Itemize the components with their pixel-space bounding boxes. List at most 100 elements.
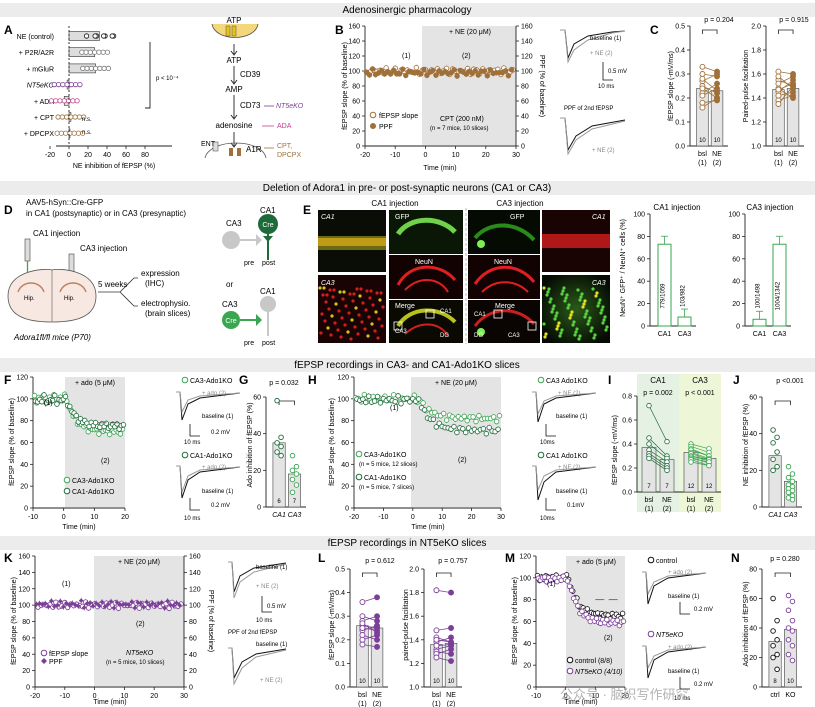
data-point <box>360 396 366 402</box>
x-tick-label: -10 <box>378 514 388 521</box>
cell-dot <box>568 316 572 320</box>
panel-e-chart2-title: CA3 injection <box>746 203 793 212</box>
data-point <box>770 595 776 602</box>
data-point <box>147 602 153 608</box>
adenosine-pathway: ATP ATP CD39 AMP CD73 NT5eKO adenosine A… <box>201 16 304 159</box>
panel-d-ephys: electrophysio. <box>141 299 190 308</box>
data-point <box>359 636 366 643</box>
panel-letter-c: C <box>650 23 659 37</box>
panel-m-drug: + ado (5 μM) <box>576 559 616 566</box>
panel-a-point <box>104 49 111 55</box>
data-point <box>421 407 428 413</box>
cell-dot <box>337 309 341 313</box>
data-point <box>508 66 515 73</box>
panel-f-yticks: 0 20 40 60 80 100 120 <box>16 375 33 513</box>
data-point <box>111 605 117 611</box>
y2-tick-label: 100 <box>521 69 533 76</box>
data-point <box>496 413 503 419</box>
y2-tick-label: 80 <box>189 619 197 626</box>
data-point <box>371 398 378 404</box>
panel-f-ado2: + ado (2) <box>202 465 226 471</box>
data-point <box>433 627 440 634</box>
panel-a-point <box>84 65 90 72</box>
y-tick-label: 20 <box>341 484 349 491</box>
panel-i-p2: p < 0.001 <box>685 390 714 397</box>
n-label: 7 <box>293 499 297 505</box>
cell-dot <box>320 312 324 316</box>
y-tick-label: 0.2 <box>675 96 685 103</box>
data-point <box>48 598 54 604</box>
x-category: CA1 <box>768 512 782 519</box>
data-point <box>433 72 439 78</box>
cell-dot <box>363 327 367 331</box>
data-point <box>359 625 366 631</box>
panel-m-base2: baseline (1) <box>668 669 699 675</box>
y-tick-label: 0 <box>24 506 28 513</box>
y-tick-label: 0.6 <box>622 418 632 425</box>
panel-a-point <box>70 98 76 104</box>
y-tick-label: 80 <box>20 418 28 425</box>
cell-dot <box>349 337 353 341</box>
panel-d-pre-b: pre <box>244 340 254 347</box>
data-point <box>564 578 571 584</box>
panel-a-point <box>88 65 94 72</box>
data-point <box>73 412 79 419</box>
panel-a-point <box>74 98 80 104</box>
pathway-adenosine: adenosine <box>216 121 253 130</box>
y-tick-label: 100 <box>519 575 531 582</box>
y-tick-label: 1.0 <box>409 685 419 692</box>
data-point <box>430 67 436 74</box>
data-point <box>359 641 366 648</box>
count-label: 103/982 <box>681 285 687 307</box>
cell-dot <box>318 286 322 290</box>
data-point <box>706 462 712 469</box>
data-point <box>454 73 460 79</box>
data-point <box>274 449 280 455</box>
data-point <box>575 603 581 609</box>
x-tick-label: 10 <box>438 514 446 521</box>
x-tick-label: 0 <box>411 514 415 521</box>
y-tick-label: 40 <box>341 462 349 469</box>
data-point <box>96 431 102 437</box>
data-point <box>75 603 81 609</box>
panel-letter-d: D <box>4 203 13 217</box>
n-label: 6 <box>277 499 281 505</box>
cell-dot <box>347 311 351 315</box>
data-point <box>454 429 460 436</box>
cell-dot <box>327 307 331 311</box>
x-subcategory: (2) <box>789 160 798 167</box>
cell-dot <box>361 301 365 305</box>
data-point <box>646 455 652 462</box>
cell-dot <box>564 296 568 300</box>
x-tick-label: 0 <box>423 152 427 159</box>
x-tick-label: -10 <box>390 152 400 159</box>
data-point <box>93 600 99 606</box>
data-point <box>90 603 96 609</box>
cell-dot <box>360 320 364 324</box>
data-point <box>775 80 782 87</box>
data-point <box>646 402 652 409</box>
y-tick-label: 40 <box>22 652 30 659</box>
cell-dot <box>376 336 380 340</box>
panel-k-legend1: fEPSP slope <box>49 651 88 658</box>
data-point <box>785 489 792 496</box>
panel-a-tick: -20 <box>45 152 55 159</box>
section-band-pharmacology: Adenosinergic pharmacology <box>0 3 815 17</box>
y-tick-label: 20 <box>749 655 757 662</box>
panel-e-ca1-r: CA1 <box>592 214 606 221</box>
cell-dot <box>590 326 594 330</box>
cell-dot <box>602 318 606 322</box>
pathway-atp: ATP <box>227 56 242 65</box>
cell-dot <box>593 333 597 337</box>
panel-e-merge1: Merge <box>395 303 415 310</box>
data-point <box>493 418 500 425</box>
cell-dot <box>333 321 337 325</box>
panel-k-ylabel2: PPF (% of baseline) <box>207 590 214 652</box>
panel-a-point <box>53 98 59 104</box>
y-tick-label: 0.2 <box>335 637 345 644</box>
data-point <box>359 613 366 620</box>
data-point <box>289 467 296 474</box>
y-tick-label: 0.0 <box>622 490 632 497</box>
data-point <box>770 654 776 661</box>
panel-a-ns1: n.s. <box>82 117 92 123</box>
